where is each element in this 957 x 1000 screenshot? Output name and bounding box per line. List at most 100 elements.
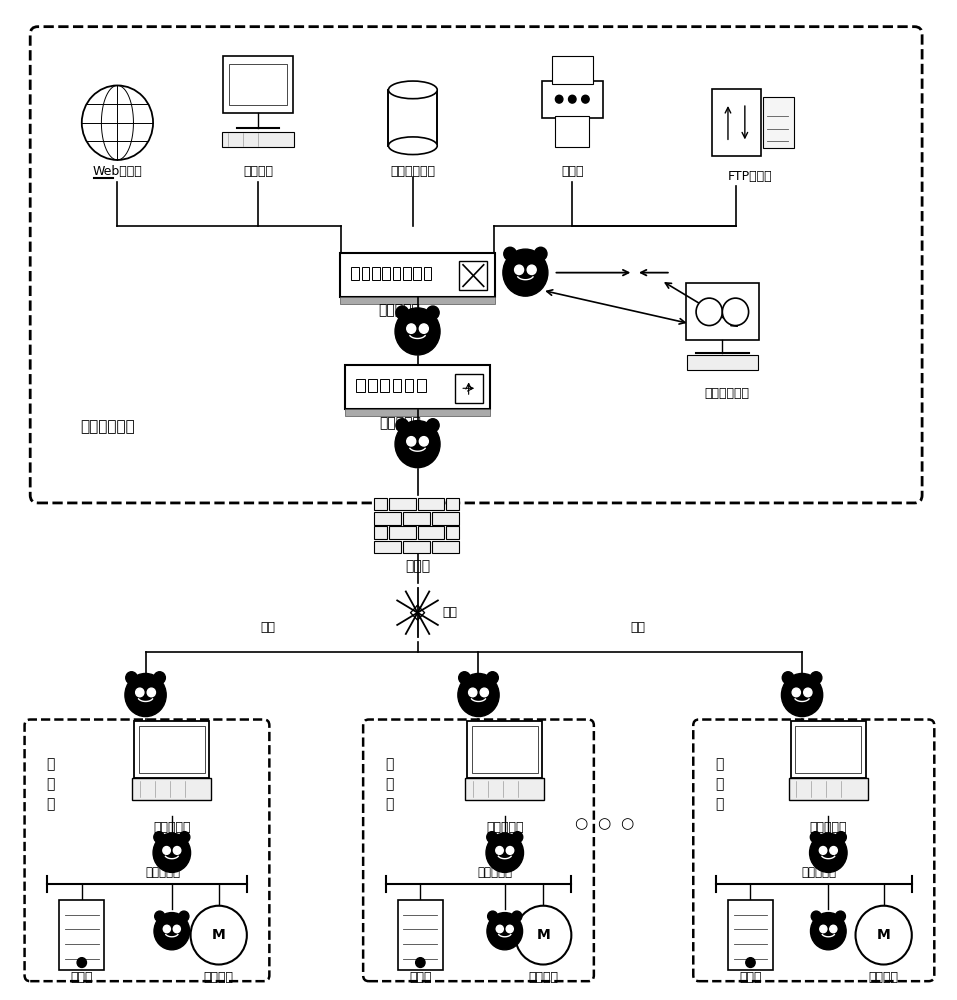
Bar <box>356 379 365 392</box>
Bar <box>467 721 543 778</box>
Circle shape <box>811 832 821 843</box>
Bar <box>555 116 590 147</box>
Circle shape <box>486 833 523 872</box>
Circle shape <box>830 847 837 854</box>
Text: 子: 子 <box>386 758 393 772</box>
Text: 核心交换机: 核心交换机 <box>378 303 420 317</box>
Text: 子: 子 <box>715 758 723 772</box>
Bar <box>687 355 758 370</box>
Bar <box>417 379 426 392</box>
Bar <box>417 498 444 510</box>
Circle shape <box>819 847 827 854</box>
Circle shape <box>515 265 523 275</box>
Circle shape <box>179 911 189 922</box>
Text: 工业以太网: 工业以太网 <box>478 866 513 879</box>
Circle shape <box>502 249 548 296</box>
Bar <box>374 498 387 510</box>
Circle shape <box>506 847 514 854</box>
Circle shape <box>497 925 503 933</box>
Bar <box>413 267 421 279</box>
Circle shape <box>395 308 440 355</box>
Bar <box>398 900 443 970</box>
Bar <box>340 297 495 304</box>
Text: 防火墙: 防火墙 <box>405 560 430 574</box>
Bar <box>686 283 759 340</box>
Circle shape <box>154 913 189 950</box>
Bar <box>368 379 377 392</box>
Bar <box>230 64 287 105</box>
Circle shape <box>78 958 86 967</box>
Circle shape <box>179 832 189 843</box>
Bar <box>389 90 437 146</box>
Circle shape <box>782 673 823 717</box>
Circle shape <box>173 847 181 854</box>
Circle shape <box>173 925 180 933</box>
Bar <box>362 267 369 279</box>
Bar <box>763 97 793 148</box>
Bar <box>392 379 401 392</box>
Bar <box>405 379 413 392</box>
Text: 核心路由器: 核心路由器 <box>380 417 422 431</box>
Text: M: M <box>211 928 226 942</box>
Circle shape <box>582 95 590 103</box>
Circle shape <box>512 911 522 922</box>
Text: 伺服电机: 伺服电机 <box>869 971 899 984</box>
Text: 工程师站: 工程师站 <box>243 165 273 178</box>
Circle shape <box>503 247 517 260</box>
Circle shape <box>415 958 425 967</box>
Text: 本地工作站: 本地工作站 <box>153 821 190 834</box>
Bar <box>374 541 401 553</box>
Bar <box>446 526 458 539</box>
Text: 光纤: 光纤 <box>260 621 275 634</box>
Text: ○  ○  ○: ○ ○ ○ <box>575 816 634 831</box>
Circle shape <box>147 688 155 697</box>
Text: 点: 点 <box>386 797 393 811</box>
Circle shape <box>154 832 165 843</box>
Circle shape <box>496 847 503 854</box>
Text: 数据库服务器: 数据库服务器 <box>390 165 435 178</box>
Circle shape <box>125 672 137 684</box>
Bar <box>790 721 866 778</box>
Text: 子: 子 <box>47 758 55 772</box>
Bar <box>222 132 294 147</box>
Text: 伺服电机: 伺服电机 <box>204 971 234 984</box>
Text: 打印机: 打印机 <box>561 165 584 178</box>
Text: 光纤: 光纤 <box>631 621 645 634</box>
Circle shape <box>506 925 513 933</box>
Circle shape <box>136 688 144 697</box>
Bar <box>795 726 861 773</box>
Circle shape <box>512 832 523 843</box>
Circle shape <box>811 913 846 950</box>
Circle shape <box>820 925 827 933</box>
Circle shape <box>154 672 166 684</box>
Circle shape <box>527 265 536 275</box>
Bar <box>134 721 210 778</box>
Bar <box>374 526 387 539</box>
Bar <box>403 512 430 524</box>
Circle shape <box>746 958 755 967</box>
Bar <box>59 900 104 970</box>
Bar <box>465 778 545 800</box>
Circle shape <box>830 925 836 933</box>
Text: 节: 节 <box>47 777 55 791</box>
Circle shape <box>487 913 523 950</box>
Circle shape <box>515 906 571 965</box>
Bar <box>132 778 211 800</box>
Bar <box>403 267 411 279</box>
Circle shape <box>163 847 170 854</box>
Bar <box>551 56 593 84</box>
Text: 伺服电机: 伺服电机 <box>528 971 558 984</box>
Bar <box>459 261 487 290</box>
Circle shape <box>812 911 821 922</box>
Circle shape <box>782 672 793 684</box>
Bar <box>383 267 389 279</box>
Bar <box>789 778 868 800</box>
Bar <box>432 512 458 524</box>
Bar <box>403 541 430 553</box>
Circle shape <box>487 832 498 843</box>
Ellipse shape <box>389 81 437 99</box>
Circle shape <box>155 911 165 922</box>
Circle shape <box>153 833 190 872</box>
Text: 本地工作站: 本地工作站 <box>486 821 523 834</box>
Circle shape <box>427 306 439 319</box>
